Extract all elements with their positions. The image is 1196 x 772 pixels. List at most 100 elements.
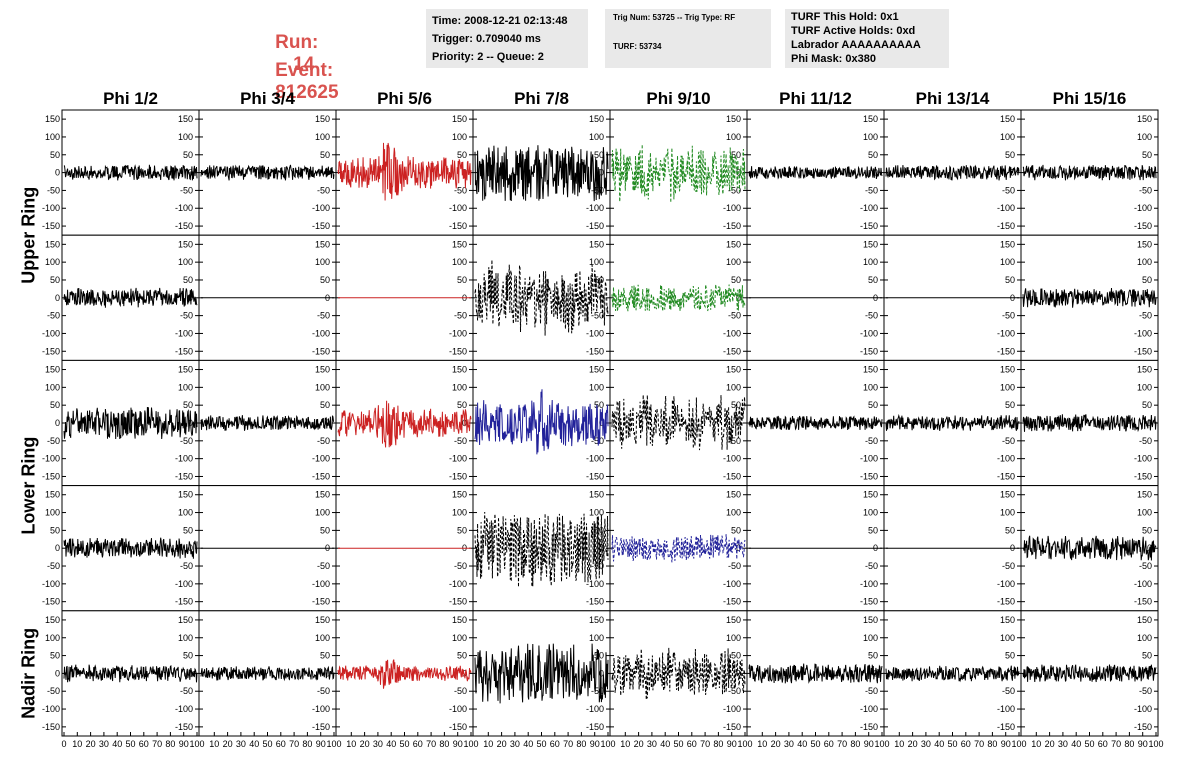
x-tick-label: 10 [894, 739, 904, 749]
y-tick-label: -50 [1139, 561, 1152, 571]
x-tick-label: 90 [864, 739, 874, 749]
y-tick-label: 100 [589, 382, 604, 392]
y-tick-label: -100 [1134, 328, 1152, 338]
y-tick-label: 150 [452, 365, 467, 375]
y-tick-label: -150 [42, 346, 60, 356]
waveform-trace [1022, 287, 1157, 308]
y-tick-label: -150 [312, 346, 330, 356]
x-tick-label: 100 [600, 739, 615, 749]
y-tick-label: 50 [731, 275, 741, 285]
waveform-trace [200, 665, 335, 682]
y-tick-label: -100 [1134, 203, 1152, 213]
x-tick-label: 40 [386, 739, 396, 749]
y-tick-label: 0 [55, 293, 60, 303]
y-tick-label: 100 [726, 257, 741, 267]
y-tick-label: 150 [45, 615, 60, 625]
y-tick-label: -150 [723, 597, 741, 607]
waveform-panel [609, 109, 748, 236]
y-tick-label: 0 [1147, 418, 1152, 428]
y-tick-label: 150 [1000, 239, 1015, 249]
y-tick-label: -150 [860, 597, 878, 607]
y-tick-label: -100 [1134, 454, 1152, 464]
waveform-trace [885, 413, 1020, 431]
y-tick-label: 50 [868, 525, 878, 535]
column-title: Phi 9/10 [646, 89, 710, 108]
y-tick-label: 150 [863, 615, 878, 625]
y-tick-label: 100 [1000, 132, 1015, 142]
y-tick-label: -50 [317, 185, 330, 195]
column-title: Phi 11/12 [779, 89, 852, 108]
x-tick-label: 30 [921, 739, 931, 749]
waveform-trace [885, 665, 1020, 683]
y-tick-label: 0 [55, 168, 60, 178]
ring-label: Lower Ring [19, 437, 39, 535]
y-tick-label: -150 [860, 221, 878, 231]
y-tick-label: 50 [183, 400, 193, 410]
y-tick-label: 100 [589, 257, 604, 267]
y-tick-label: -150 [175, 221, 193, 231]
y-tick-label: -100 [449, 203, 467, 213]
y-tick-label: -150 [1134, 722, 1152, 732]
y-tick-label: 100 [452, 257, 467, 267]
y-tick-label: 150 [45, 239, 60, 249]
y-tick-label: -50 [47, 185, 60, 195]
event-line: Event: 812625 [254, 38, 338, 126]
y-tick-label: -50 [1139, 185, 1152, 195]
x-tick-label: 80 [713, 739, 723, 749]
y-tick-label: -100 [1134, 704, 1152, 714]
waveform-trace [474, 643, 609, 704]
turf-info-box: TURF This Hold: 0x1 TURF Active Holds: 0… [785, 9, 949, 68]
y-tick-label: 100 [863, 132, 878, 142]
y-tick-label: 100 [315, 508, 330, 518]
y-tick-label: -50 [865, 185, 878, 195]
y-tick-label: 0 [736, 543, 741, 553]
x-tick-label: 20 [771, 739, 781, 749]
y-tick-label: -100 [586, 704, 604, 714]
x-tick-label: 100 [189, 739, 204, 749]
y-tick-label: 100 [1137, 132, 1152, 142]
x-tick-label: 50 [1084, 739, 1094, 749]
x-tick-label: 10 [483, 739, 493, 749]
y-tick-label: 150 [1000, 615, 1015, 625]
y-tick-label: -150 [42, 597, 60, 607]
y-tick-label: -50 [47, 686, 60, 696]
y-tick-label: -150 [1134, 471, 1152, 481]
y-tick-label: 50 [50, 525, 60, 535]
y-tick-label: 50 [320, 150, 330, 160]
waveform-trace [63, 406, 198, 440]
x-tick-label: 20 [497, 739, 507, 749]
y-tick-label: 150 [452, 490, 467, 500]
y-tick-label: 150 [1000, 365, 1015, 375]
y-tick-label: -150 [449, 221, 467, 231]
waveform-trace [474, 145, 609, 202]
y-tick-label: -50 [865, 436, 878, 446]
y-tick-label: -100 [42, 203, 60, 213]
x-tick-label: 80 [987, 739, 997, 749]
y-tick-label: 100 [1000, 257, 1015, 267]
x-tick-label: 90 [727, 739, 737, 749]
y-tick-label: 100 [726, 633, 741, 643]
y-tick-label: -50 [1139, 436, 1152, 446]
x-tick-label: 20 [223, 739, 233, 749]
y-tick-label: 100 [315, 382, 330, 392]
ring-label: Nadir Ring [19, 628, 39, 719]
x-tick-label: 10 [620, 739, 630, 749]
waveform-trace [337, 142, 472, 201]
y-tick-label: -100 [175, 203, 193, 213]
waveform-trace [63, 164, 198, 181]
x-tick-label: 40 [934, 739, 944, 749]
y-tick-label: 50 [50, 651, 60, 661]
y-tick-label: 100 [178, 508, 193, 518]
waveform-trace [611, 394, 746, 451]
y-tick-label: 150 [863, 239, 878, 249]
y-tick-label: 150 [452, 114, 467, 124]
x-tick-label: 60 [687, 739, 697, 749]
waveform-trace [611, 284, 746, 312]
y-tick-label: 150 [315, 490, 330, 500]
y-tick-label: -150 [1134, 346, 1152, 356]
y-tick-label: 50 [868, 400, 878, 410]
y-tick-label: -150 [860, 471, 878, 481]
y-tick-label: -100 [1134, 579, 1152, 589]
y-tick-label: -150 [42, 221, 60, 231]
x-tick-label: 60 [413, 739, 423, 749]
